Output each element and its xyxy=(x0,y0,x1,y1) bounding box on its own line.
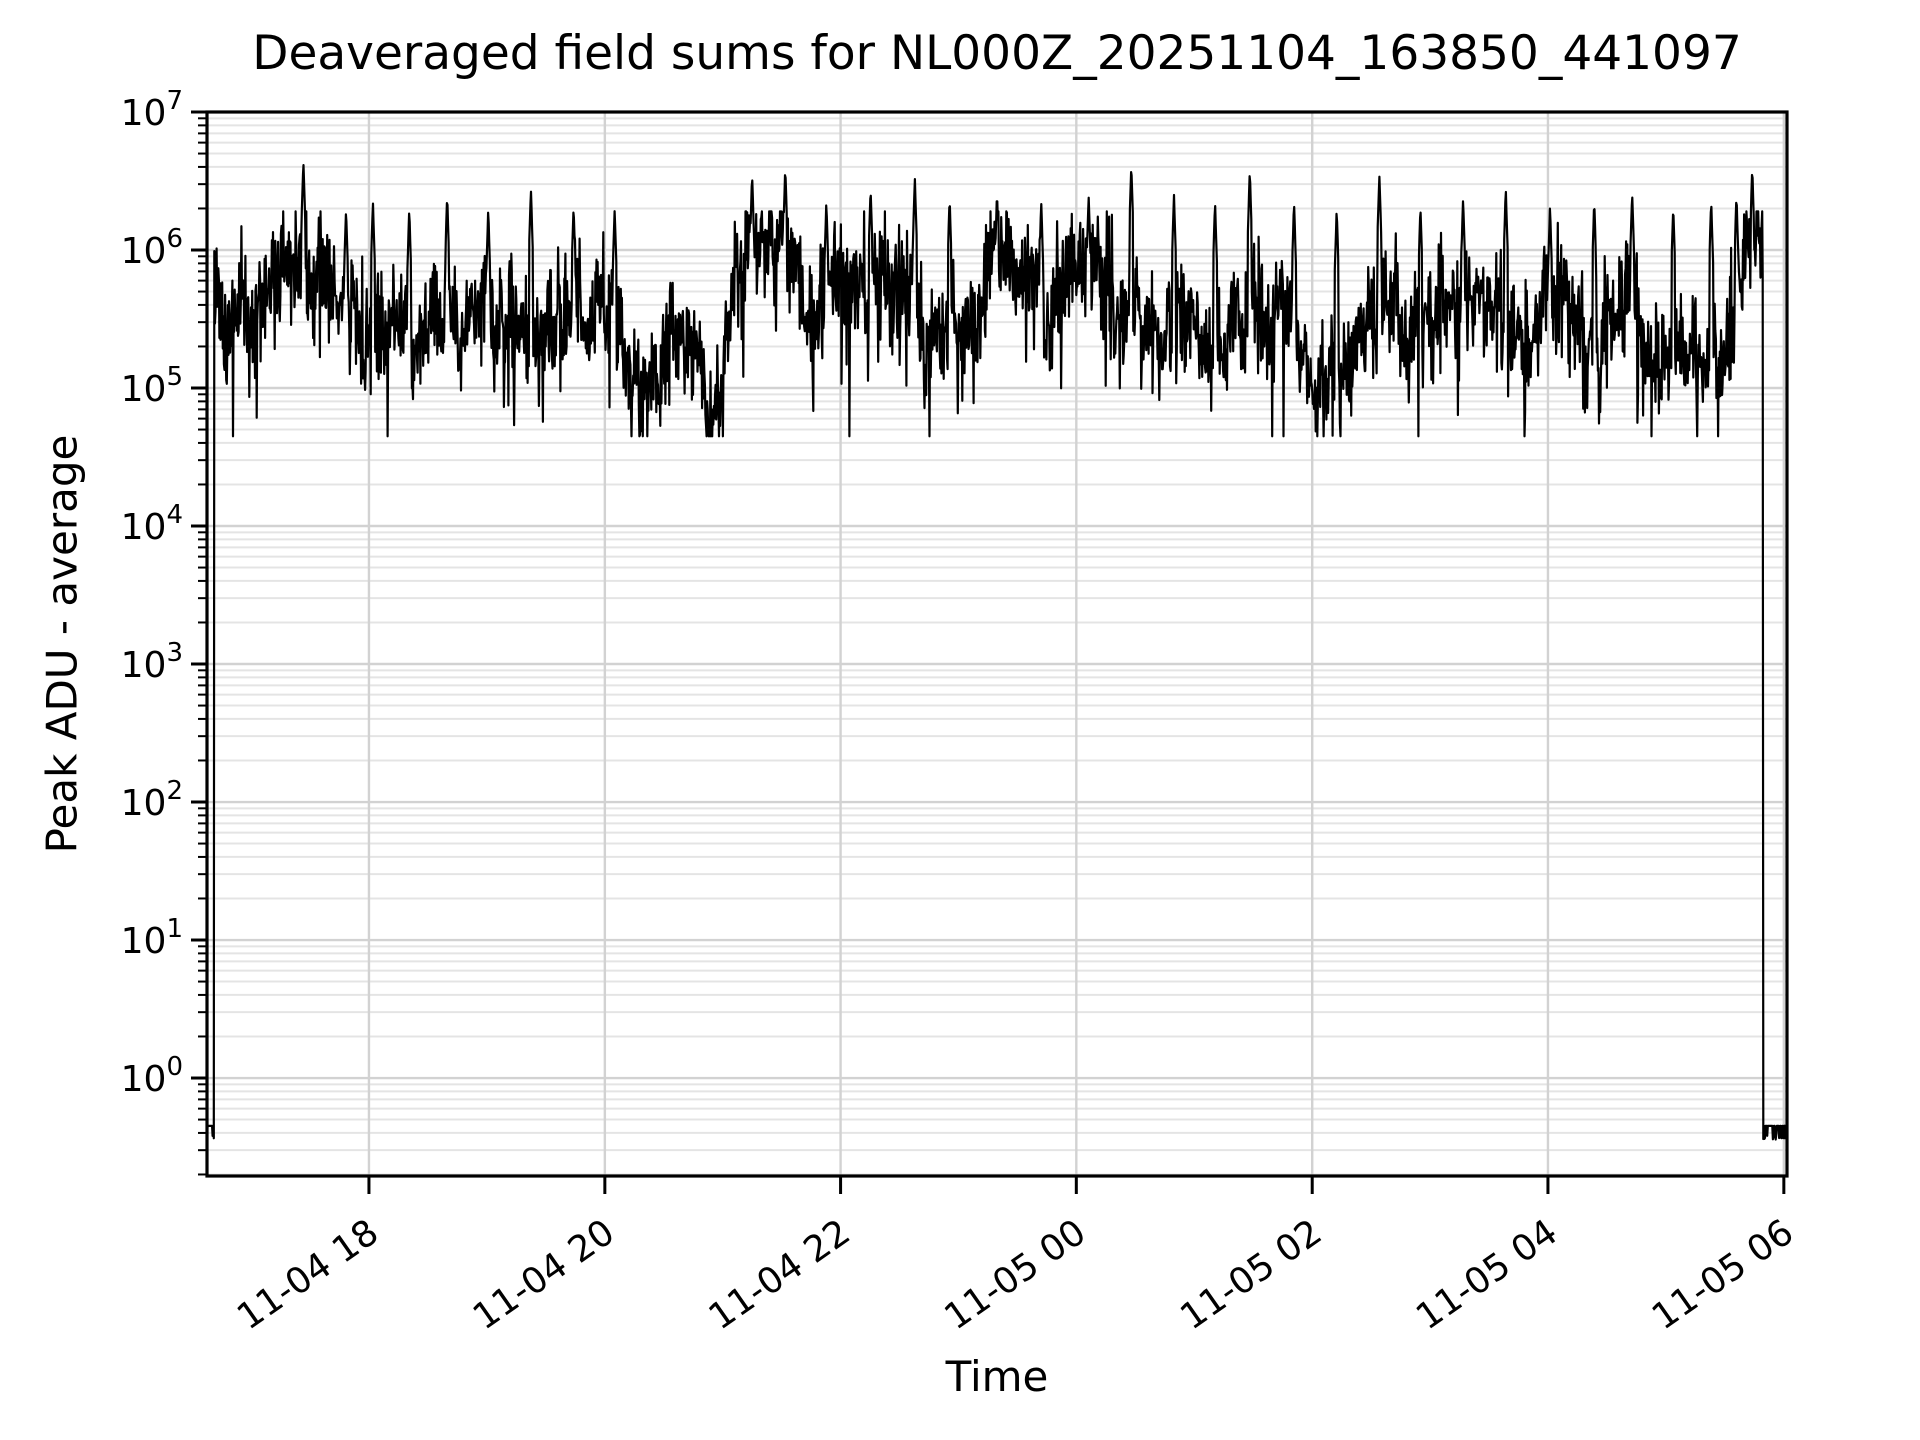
svg-text:11-05 00: 11-05 00 xyxy=(937,1212,1093,1338)
svg-text:11-04 20: 11-04 20 xyxy=(466,1212,622,1338)
data-series-line xyxy=(205,164,1787,1141)
svg-text:11-05 06: 11-05 06 xyxy=(1645,1212,1801,1338)
svg-text:11-04 18: 11-04 18 xyxy=(230,1212,386,1338)
x-axis-label: Time xyxy=(945,1352,1049,1401)
chart-title: Deaveraged field sums for NL000Z_2025110… xyxy=(252,26,1742,81)
svg-text:11-04 22: 11-04 22 xyxy=(702,1212,858,1338)
svg-text:103: 103 xyxy=(121,638,183,686)
x-tick-labels: 11-04 18 11-04 20 11-04 22 11-05 00 11-05 02… xyxy=(230,1212,1801,1338)
axis-ticks xyxy=(191,110,1786,1194)
svg-text:104: 104 xyxy=(121,500,183,548)
svg-text:105: 105 xyxy=(121,362,183,410)
svg-text:11-05 02: 11-05 02 xyxy=(1173,1212,1329,1338)
svg-text:106: 106 xyxy=(121,224,183,272)
axes-spines xyxy=(205,110,1789,1178)
svg-text:11-05 04: 11-05 04 xyxy=(1409,1212,1565,1338)
minor-gridlines xyxy=(207,117,1787,1176)
svg-text:107: 107 xyxy=(121,86,183,134)
y-tick-labels: 100 101 102 103 104 105 106 107 xyxy=(121,86,183,1100)
svg-text:100: 100 xyxy=(121,1052,183,1100)
svg-text:102: 102 xyxy=(121,776,183,824)
svg-text:101: 101 xyxy=(121,914,183,962)
